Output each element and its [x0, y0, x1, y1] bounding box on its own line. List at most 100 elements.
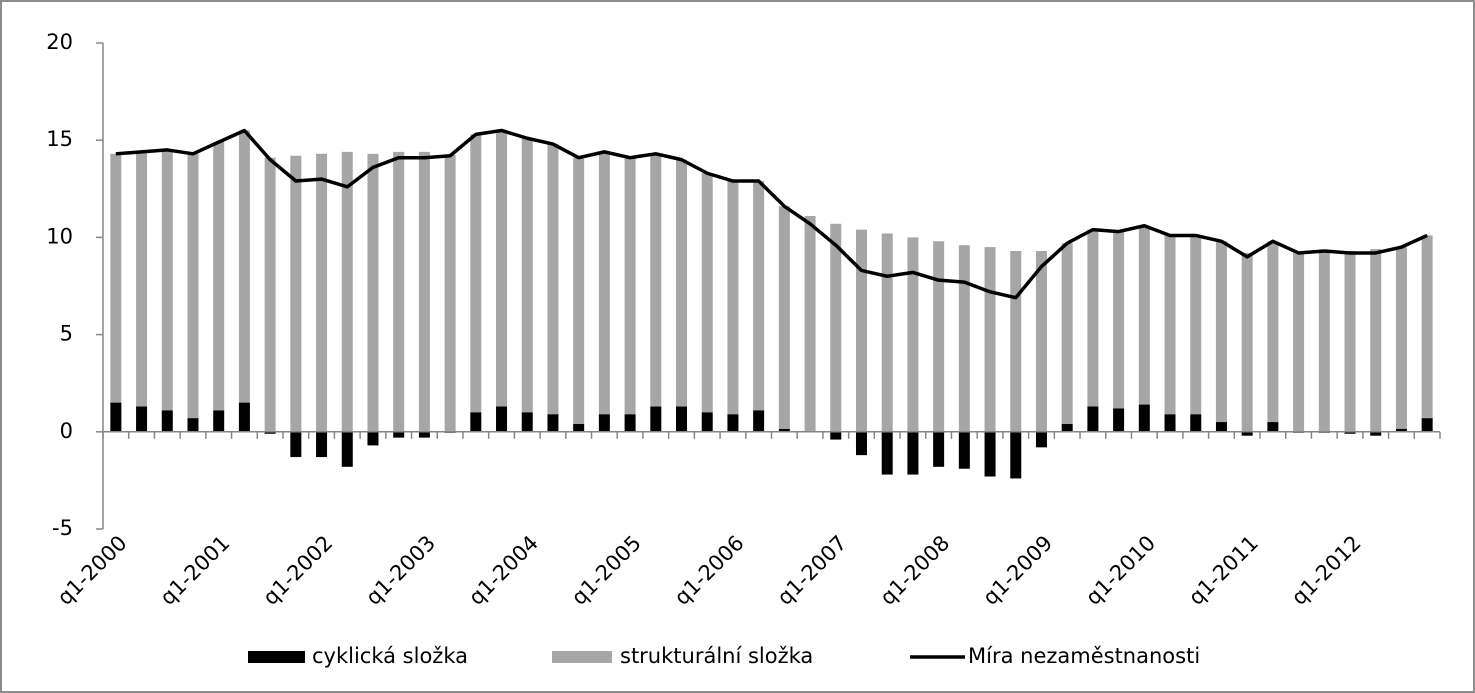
bar	[1190, 235, 1202, 415]
bar	[650, 153, 662, 407]
bar	[1087, 229, 1099, 407]
bar	[213, 142, 225, 411]
y-tick-label: -5	[52, 516, 73, 540]
bar	[418, 431, 430, 438]
bar	[161, 410, 173, 432]
bar	[238, 130, 250, 403]
legend-swatch	[248, 651, 305, 663]
bar	[161, 149, 173, 411]
bar	[933, 241, 945, 432]
bar	[470, 134, 482, 413]
bar	[1010, 251, 1022, 432]
bar	[1395, 428, 1407, 432]
bar	[1395, 247, 1407, 429]
bar	[753, 410, 765, 432]
bar	[110, 402, 122, 432]
bar	[341, 151, 353, 432]
bar	[624, 157, 636, 415]
bar	[316, 153, 328, 432]
bar	[1215, 422, 1227, 432]
bar	[213, 410, 225, 432]
bar	[418, 151, 430, 432]
bar	[881, 431, 893, 475]
bar	[1344, 251, 1356, 432]
bar	[547, 414, 559, 432]
bar	[1035, 251, 1047, 432]
bar	[598, 414, 610, 432]
bar	[547, 144, 559, 415]
bar	[1215, 241, 1227, 423]
bar	[907, 431, 919, 475]
bar	[290, 155, 302, 432]
bar	[650, 406, 662, 432]
bar	[855, 431, 867, 456]
legend-label: strukturální složka	[620, 644, 813, 668]
bar	[1421, 418, 1433, 432]
bar	[290, 431, 302, 458]
bar	[933, 431, 945, 467]
bar	[1061, 424, 1073, 432]
bar	[1035, 431, 1047, 448]
bar	[136, 406, 148, 432]
bar	[521, 412, 533, 432]
bar	[1241, 252, 1253, 432]
bar	[1138, 225, 1150, 405]
y-tick-label: 5	[60, 322, 73, 346]
bar	[984, 247, 996, 432]
bar	[1113, 408, 1125, 432]
bar	[855, 229, 867, 432]
bar	[367, 153, 379, 432]
bar	[393, 431, 405, 438]
bar	[830, 223, 842, 432]
bar	[1267, 241, 1279, 423]
bar	[727, 414, 739, 432]
y-tick-label: 0	[60, 419, 73, 443]
bar	[701, 412, 713, 432]
bar	[316, 431, 328, 458]
bar	[573, 157, 585, 425]
bar	[727, 181, 739, 415]
legend-swatch	[552, 651, 612, 663]
bar	[778, 428, 790, 432]
bar	[573, 424, 585, 432]
bar	[1318, 250, 1330, 432]
bar	[830, 431, 842, 440]
bar	[496, 406, 508, 432]
bar	[624, 414, 636, 432]
y-tick-label: 15	[46, 127, 73, 151]
bar	[1421, 235, 1433, 419]
bar	[341, 431, 353, 467]
bar	[958, 431, 970, 469]
bar	[984, 431, 996, 477]
bar	[444, 154, 456, 432]
bar	[701, 173, 713, 413]
bar	[1370, 249, 1382, 432]
legend-label: cyklická složka	[312, 644, 468, 668]
bar	[496, 130, 508, 407]
bar	[676, 406, 688, 432]
bar	[1190, 414, 1202, 432]
bar	[1370, 431, 1382, 436]
bar	[136, 151, 148, 407]
bar	[1061, 243, 1073, 425]
bar	[1010, 431, 1022, 479]
bar	[1138, 404, 1150, 432]
bar	[1113, 231, 1125, 409]
bar	[1164, 235, 1176, 415]
bar	[1293, 251, 1305, 432]
bar	[598, 151, 610, 415]
bar	[264, 431, 276, 434]
bar	[264, 157, 276, 432]
bar	[393, 151, 405, 432]
line	[115, 128, 1428, 300]
bar	[778, 206, 790, 429]
legend-label: Míra nezaměstnanosti	[968, 644, 1200, 668]
bar	[521, 138, 533, 413]
bar	[804, 216, 816, 432]
bar	[110, 153, 122, 403]
bar	[238, 402, 250, 432]
y-tick-label: 10	[46, 224, 73, 248]
bar	[367, 431, 379, 446]
